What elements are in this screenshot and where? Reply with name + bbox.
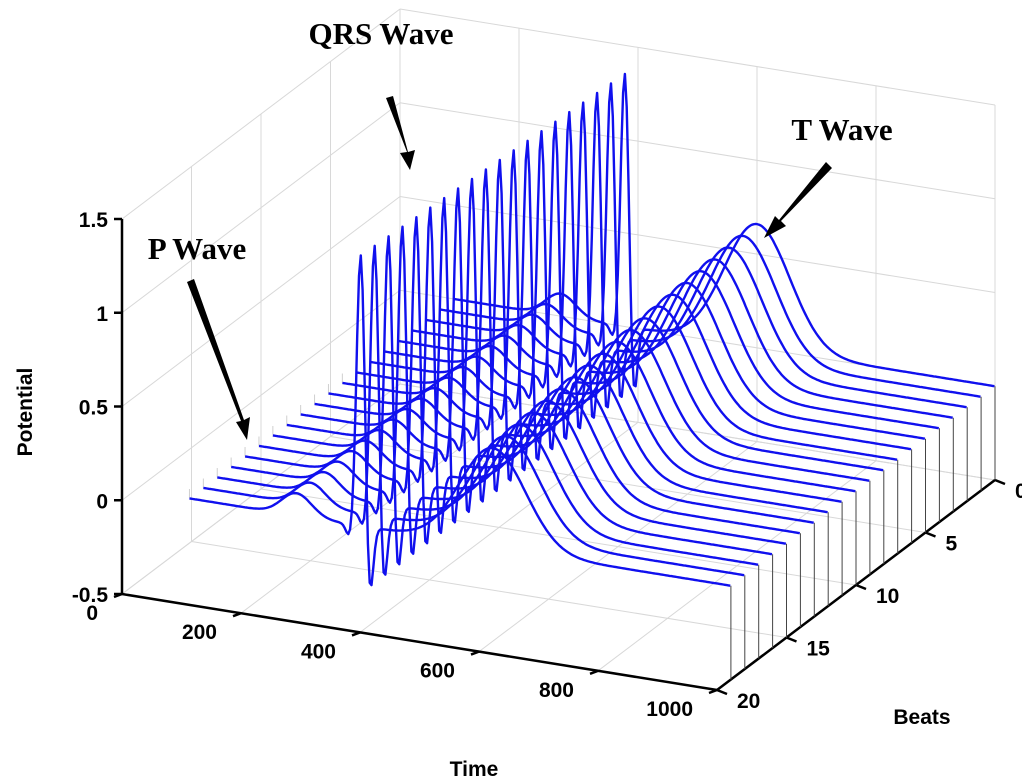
x-tick-label: 600 xyxy=(420,660,455,683)
gridline-floor-beat xyxy=(330,436,926,533)
beat-trace-15 xyxy=(258,206,800,535)
y-axis-label: Beats xyxy=(893,706,950,729)
y-tick-mark xyxy=(716,688,728,696)
gridline-back-horizontal xyxy=(399,102,996,200)
x-tick-label: 400 xyxy=(301,640,336,663)
gridline-side-horizontal xyxy=(121,102,401,314)
gridline-side-horizontal xyxy=(121,196,401,407)
y-tick-mark xyxy=(925,531,936,538)
x-tick-mark xyxy=(351,631,361,637)
beat-trace-14 xyxy=(272,196,814,524)
z-tick-label: -0.5 xyxy=(72,584,109,607)
x-tick-label: 1000 xyxy=(646,698,693,721)
beat-trace-18 xyxy=(217,235,759,566)
z-tick-label: 0 xyxy=(96,490,108,513)
beat-trace-13 xyxy=(286,187,828,514)
beat-trace-3 xyxy=(425,91,967,409)
y-tick-mark xyxy=(855,583,867,591)
beat-trace-2 xyxy=(439,82,981,398)
x-tick-label: 800 xyxy=(539,679,574,702)
beat-trace-16 xyxy=(244,216,787,545)
arrow-p xyxy=(187,279,250,440)
x-tick-mark xyxy=(470,650,480,656)
y-tick-label: 5 xyxy=(946,533,958,556)
y-tick-label: 20 xyxy=(737,690,760,713)
z-tick-label: 0.5 xyxy=(79,397,109,420)
x-tick-label: 200 xyxy=(182,621,217,644)
gridline-floor-beat xyxy=(191,541,787,638)
y-tick-mark xyxy=(994,478,1006,486)
y-tick-label: 0 xyxy=(1015,480,1022,503)
x-axis-label: Time xyxy=(450,758,499,781)
x-axis-line xyxy=(121,592,718,692)
y-tick-label: 15 xyxy=(807,638,831,661)
beat-traces xyxy=(188,72,996,680)
beat-trace-12 xyxy=(300,177,842,503)
annotation-p: P Wave xyxy=(148,231,246,266)
z-tick-label: 1 xyxy=(96,303,108,326)
y-tick-label: 10 xyxy=(876,585,899,608)
beat-trace-19 xyxy=(203,244,745,577)
z-tick-label: 1.5 xyxy=(79,209,109,232)
gridline-side-horizontal xyxy=(121,8,401,220)
z-axis-label: Potential xyxy=(14,368,37,457)
beat-trace-1 xyxy=(453,72,995,388)
annotations: QRS Wave P Wave T Wave xyxy=(148,16,893,440)
gridline-side-horizontal xyxy=(121,289,401,501)
arrow-t xyxy=(764,162,832,238)
arrow-qrs xyxy=(386,96,415,170)
beat-trace-20 xyxy=(189,254,731,587)
gridline-back-horizontal xyxy=(399,8,996,106)
gridline-back-horizontal xyxy=(399,196,996,293)
gridline-floor-beat xyxy=(399,383,996,481)
x-tick-mark xyxy=(589,669,599,675)
y-tick-mark xyxy=(786,636,797,643)
x-tick-mark xyxy=(232,612,242,618)
annotation-t: T Wave xyxy=(791,112,892,147)
beat-trace-17 xyxy=(230,225,773,556)
annotation-qrs: QRS Wave xyxy=(309,16,454,51)
x-tick-mark xyxy=(708,688,718,695)
x-tick-label: 0 xyxy=(86,602,98,625)
gridline-floor-beat xyxy=(260,488,857,586)
